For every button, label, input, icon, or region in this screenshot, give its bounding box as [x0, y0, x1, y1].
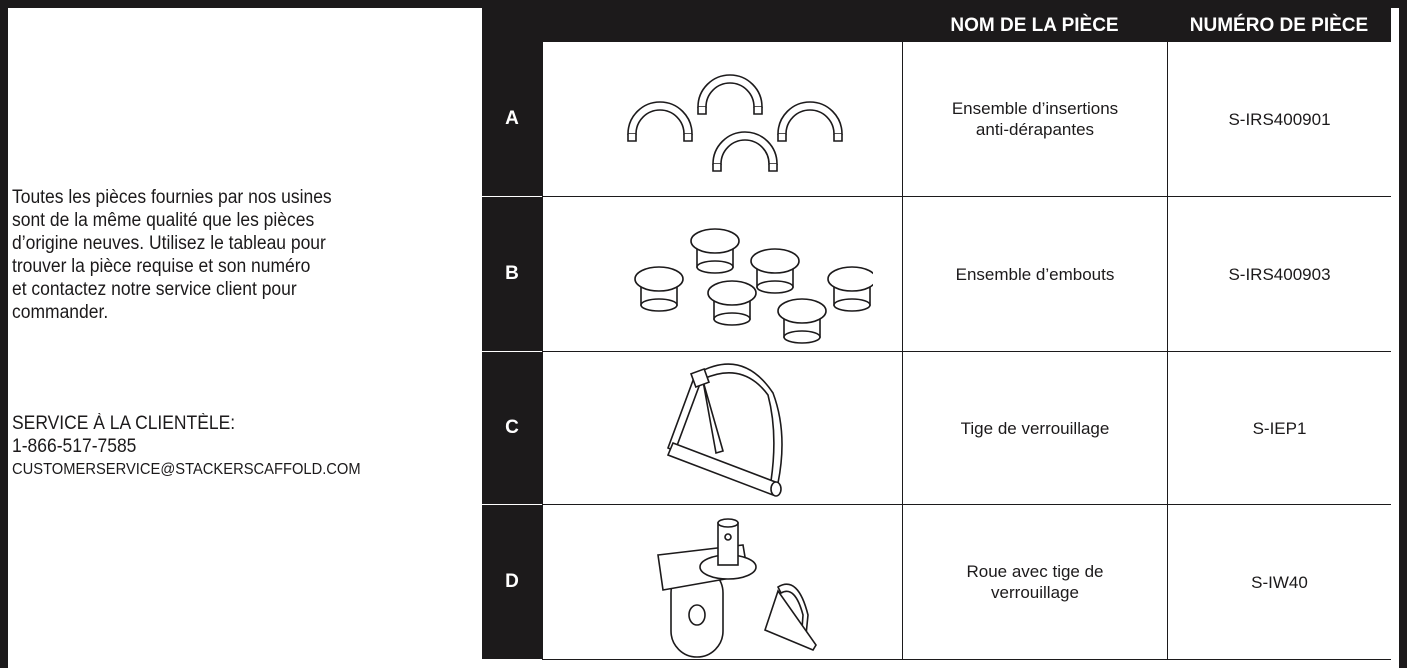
- contact-email: CUSTOMERSERVICE@STACKERSCAFFOLD.COM: [12, 461, 361, 478]
- header-blank: [542, 0, 902, 42]
- pin-drawing: [666, 363, 783, 497]
- intro: Toutes les pièces fournies par nos usine…: [12, 186, 444, 324]
- caster-drawing: [656, 517, 817, 658]
- header-blank: [482, 0, 542, 42]
- row-letter: A: [482, 42, 542, 197]
- part-image: [542, 42, 902, 197]
- header-part-number: NUMÉRO DE PIÈCE: [1167, 0, 1391, 42]
- contact-phone: 1-866-517-7585: [12, 436, 137, 457]
- inserts-drawing: [626, 74, 843, 172]
- part-image: [542, 352, 902, 505]
- contact: SERVICE À LA CLIENTÈLE: 1-866-517-7585 C…: [12, 412, 361, 481]
- part-name: Ensemble d’embouts: [902, 197, 1167, 352]
- part-image: [542, 197, 902, 352]
- header-part-name: NOM DE LA PIÈCE: [902, 0, 1167, 42]
- row-letter: C: [482, 352, 542, 505]
- parts-table: NOM DE LA PIÈCE NUMÉRO DE PIÈCE A Ensemb…: [482, 0, 1391, 660]
- part-name: Roue avec tige de verrouillage: [902, 505, 1167, 660]
- intro-line: sont de la même qualité que les pièces: [12, 210, 315, 231]
- part-number: S-IRS400901: [1167, 42, 1391, 197]
- contact-label: SERVICE À LA CLIENTÈLE:: [12, 413, 236, 434]
- row-letter: B: [482, 197, 542, 352]
- intro-line: d’origine neuves. Utilisez le tableau po…: [12, 233, 326, 254]
- intro-line: Toutes les pièces fournies par nos usine…: [12, 187, 332, 208]
- part-name: Tige de verrouillage: [902, 352, 1167, 505]
- part-number: S-IEP1: [1167, 352, 1391, 505]
- caps-drawing: [633, 228, 873, 344]
- part-number: S-IRS400903: [1167, 197, 1391, 352]
- intro-line: et contactez notre service client pour: [12, 279, 297, 300]
- part-image: [542, 505, 902, 660]
- intro-line: trouver la pièce requise et son numéro: [12, 256, 311, 277]
- part-number: S-IW40: [1167, 505, 1391, 660]
- part-name: Ensemble d’insertions anti-dérapantes: [902, 42, 1167, 197]
- intro-line: commander.: [12, 302, 109, 323]
- row-letter: D: [482, 505, 542, 660]
